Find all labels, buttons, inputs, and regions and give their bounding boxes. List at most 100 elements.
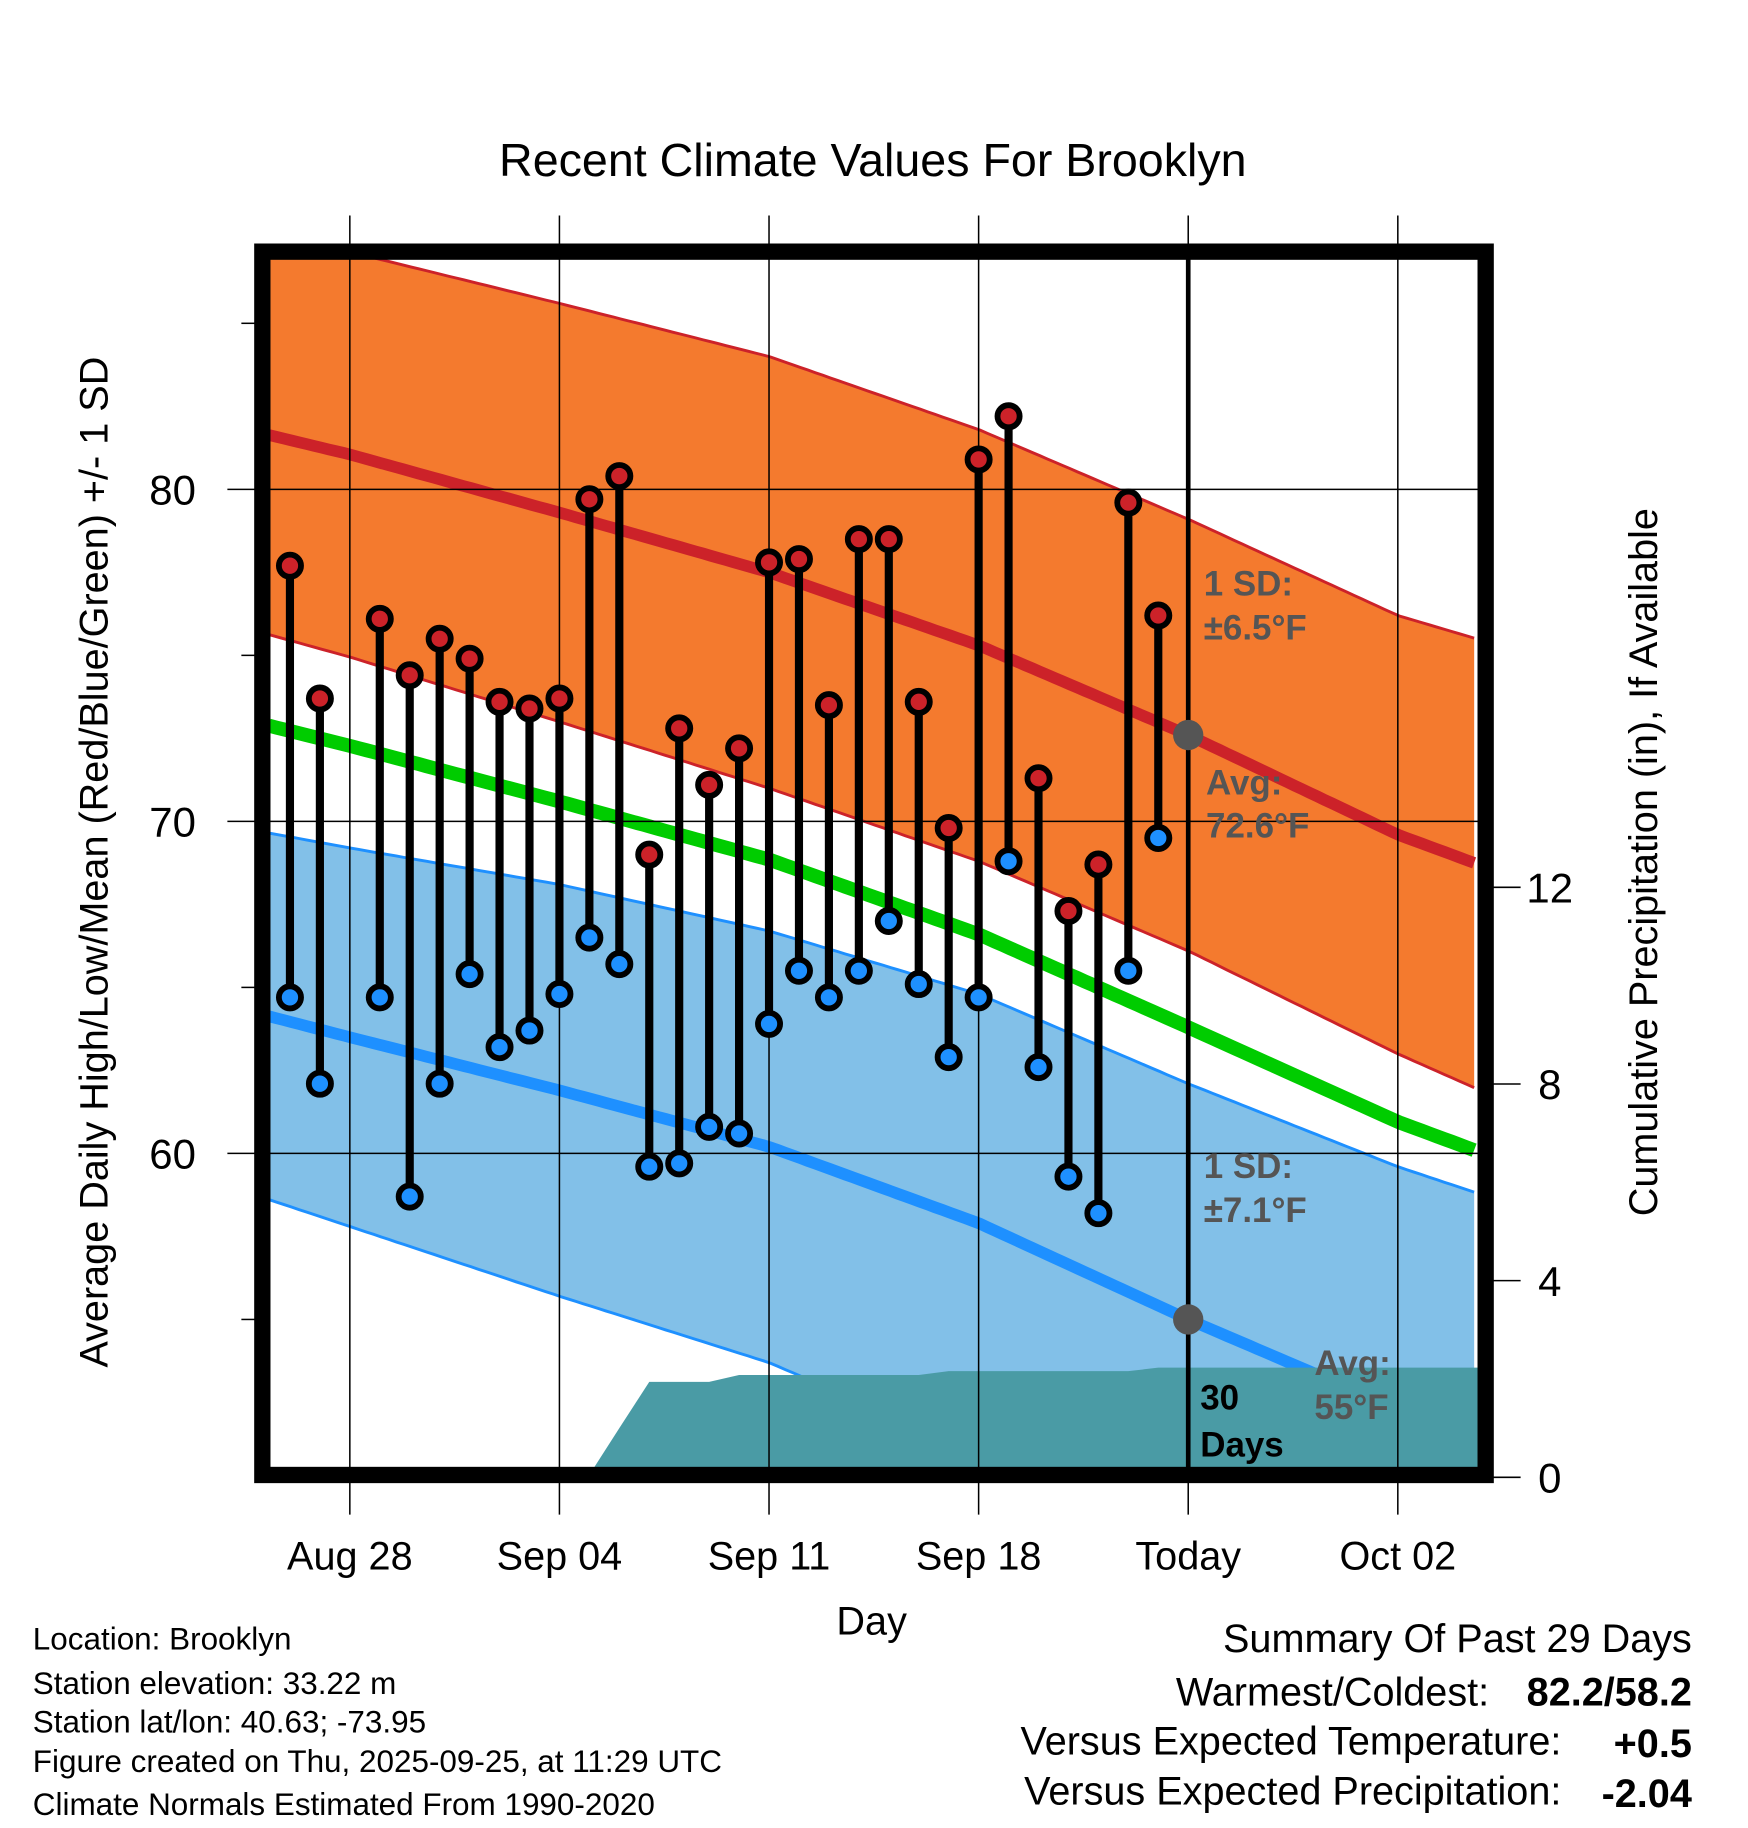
observed-high-point xyxy=(1114,488,1143,517)
footer-location: Location: Brooklyn xyxy=(33,1622,292,1657)
y2-tick-label: 0 xyxy=(1538,1454,1561,1501)
observed-low-point xyxy=(725,1119,754,1148)
observed-high-point xyxy=(994,402,1023,431)
warmest-coldest-label: Warmest/Coldest: xyxy=(1176,1671,1489,1715)
observed-day xyxy=(395,661,424,1211)
observed-day xyxy=(725,734,754,1148)
precip-departure-value: -2.04 xyxy=(1602,1772,1692,1816)
high-sd-upper-edge xyxy=(371,258,1475,640)
y-tick-label: 80 xyxy=(149,466,196,513)
observed-low-point xyxy=(814,983,843,1012)
cumulative-precip-area xyxy=(593,1367,1478,1468)
observed-low-point xyxy=(994,847,1023,876)
precip-window-unit: Days xyxy=(1200,1425,1284,1464)
precip-departure-label: Versus Expected Precipitation: xyxy=(1024,1770,1561,1814)
observed-high-point xyxy=(695,770,724,799)
footer-created: Figure created on Thu, 2025-09-25, at 11… xyxy=(33,1744,722,1779)
observed-day xyxy=(844,525,873,985)
observed-high-point xyxy=(425,624,454,653)
observed-day xyxy=(934,814,963,1072)
temp-departure-value: +0.5 xyxy=(1614,1722,1692,1766)
low-avg-label: Avg: xyxy=(1314,1344,1390,1383)
observed-day xyxy=(784,545,813,985)
observed-low-point xyxy=(545,980,574,1009)
observed-high-point xyxy=(814,691,843,720)
observed-high-point xyxy=(904,687,933,716)
plot-overlay: Aug 28 Sep 04 Sep 11 Sep 18 Today Oct 02 60 70 8… xyxy=(149,215,1573,1578)
observed-low-point xyxy=(365,983,394,1012)
observed-low-point xyxy=(425,1069,454,1098)
observed-day xyxy=(305,684,334,1098)
y-tick-label: 60 xyxy=(149,1131,196,1178)
high-sd-band xyxy=(270,258,1475,1088)
observed-day xyxy=(545,684,574,1009)
observed-low-point xyxy=(695,1112,724,1141)
observed-high-point xyxy=(1024,764,1053,793)
y-tick-label: 70 xyxy=(149,799,196,846)
observed-day xyxy=(1144,601,1173,852)
observed-high-point xyxy=(545,684,574,713)
observed-low-point xyxy=(575,923,604,952)
high-sd-label: 1 SD: xyxy=(1204,564,1293,603)
observed-low-point xyxy=(1024,1053,1053,1082)
observed-low-point xyxy=(1054,1162,1083,1191)
observed-high-point xyxy=(874,525,903,554)
observed-low-point xyxy=(784,956,813,985)
observed-high-point xyxy=(725,734,754,763)
observed-high-point xyxy=(305,684,334,713)
observed-day xyxy=(814,691,843,1012)
observed-day xyxy=(275,551,304,1012)
y2-axis-label: Cumulative Precipitation (in), If Availa… xyxy=(1622,508,1666,1216)
footer-elevation: Station elevation: 33.22 m xyxy=(33,1666,397,1701)
low-avg-value: 55°F xyxy=(1314,1388,1388,1427)
low-sd-label: 1 SD: xyxy=(1204,1147,1293,1186)
observed-high-point xyxy=(784,545,813,574)
observed-high-point xyxy=(365,604,394,633)
observed-high-point xyxy=(515,694,544,723)
observed-day xyxy=(605,462,634,979)
observed-day xyxy=(755,548,784,1038)
plot-frame xyxy=(254,243,1494,1484)
observed-day xyxy=(365,604,394,1012)
observed-day xyxy=(695,770,724,1141)
x-tick-label: Sep 18 xyxy=(916,1534,1042,1578)
footer-info: Location: Brooklyn Station elevation: 33… xyxy=(33,1622,722,1822)
observed-low-point xyxy=(275,983,304,1012)
observed-low-point xyxy=(305,1069,334,1098)
chart-title: Recent Climate Values For Brooklyn xyxy=(499,134,1247,186)
observed-day xyxy=(874,525,903,935)
normal-high-line xyxy=(270,429,1477,869)
observed-day xyxy=(964,445,993,1012)
observed-day xyxy=(665,714,694,1178)
observed-day xyxy=(994,402,1023,876)
low-sd-value: ±7.1°F xyxy=(1204,1191,1307,1230)
observed-day xyxy=(455,644,484,989)
observed-low-point xyxy=(964,983,993,1012)
observed-low-point xyxy=(485,1033,514,1062)
observed-day xyxy=(635,840,664,1181)
observed-low-point xyxy=(1084,1199,1113,1228)
x-tick-label: Sep 11 xyxy=(708,1534,831,1578)
x-tick-label: Sep 04 xyxy=(497,1534,623,1578)
observed-low-point xyxy=(844,956,873,985)
observed-day xyxy=(515,694,544,1045)
footer-normals: Climate Normals Estimated From 1990-2020 xyxy=(33,1787,655,1822)
observed-day xyxy=(904,687,933,999)
x-tick-label: Aug 28 xyxy=(287,1534,413,1578)
y2-tick-label: 4 xyxy=(1538,1258,1561,1305)
observed-high-point xyxy=(485,687,514,716)
warmest-coldest-value: 82.2/58.2 xyxy=(1527,1671,1692,1715)
y2-tick-label: 8 xyxy=(1538,1061,1561,1108)
observed-high-point xyxy=(1054,897,1083,926)
observed-low-point xyxy=(395,1182,424,1211)
observed-high-point xyxy=(755,548,784,577)
y-axis-label: Average Daily High/Low/Mean (Red/Blue/Gr… xyxy=(72,357,116,1368)
high-avg-value: 72.6°F xyxy=(1206,807,1309,846)
plot-area xyxy=(270,258,1478,1468)
observed-high-point xyxy=(844,525,873,554)
observed-day xyxy=(1114,488,1143,985)
summary-title: Summary Of Past 29 Days xyxy=(1223,1617,1692,1661)
y2-tick-label: 12 xyxy=(1526,864,1573,911)
x-tick-label: Oct 02 xyxy=(1339,1534,1456,1578)
